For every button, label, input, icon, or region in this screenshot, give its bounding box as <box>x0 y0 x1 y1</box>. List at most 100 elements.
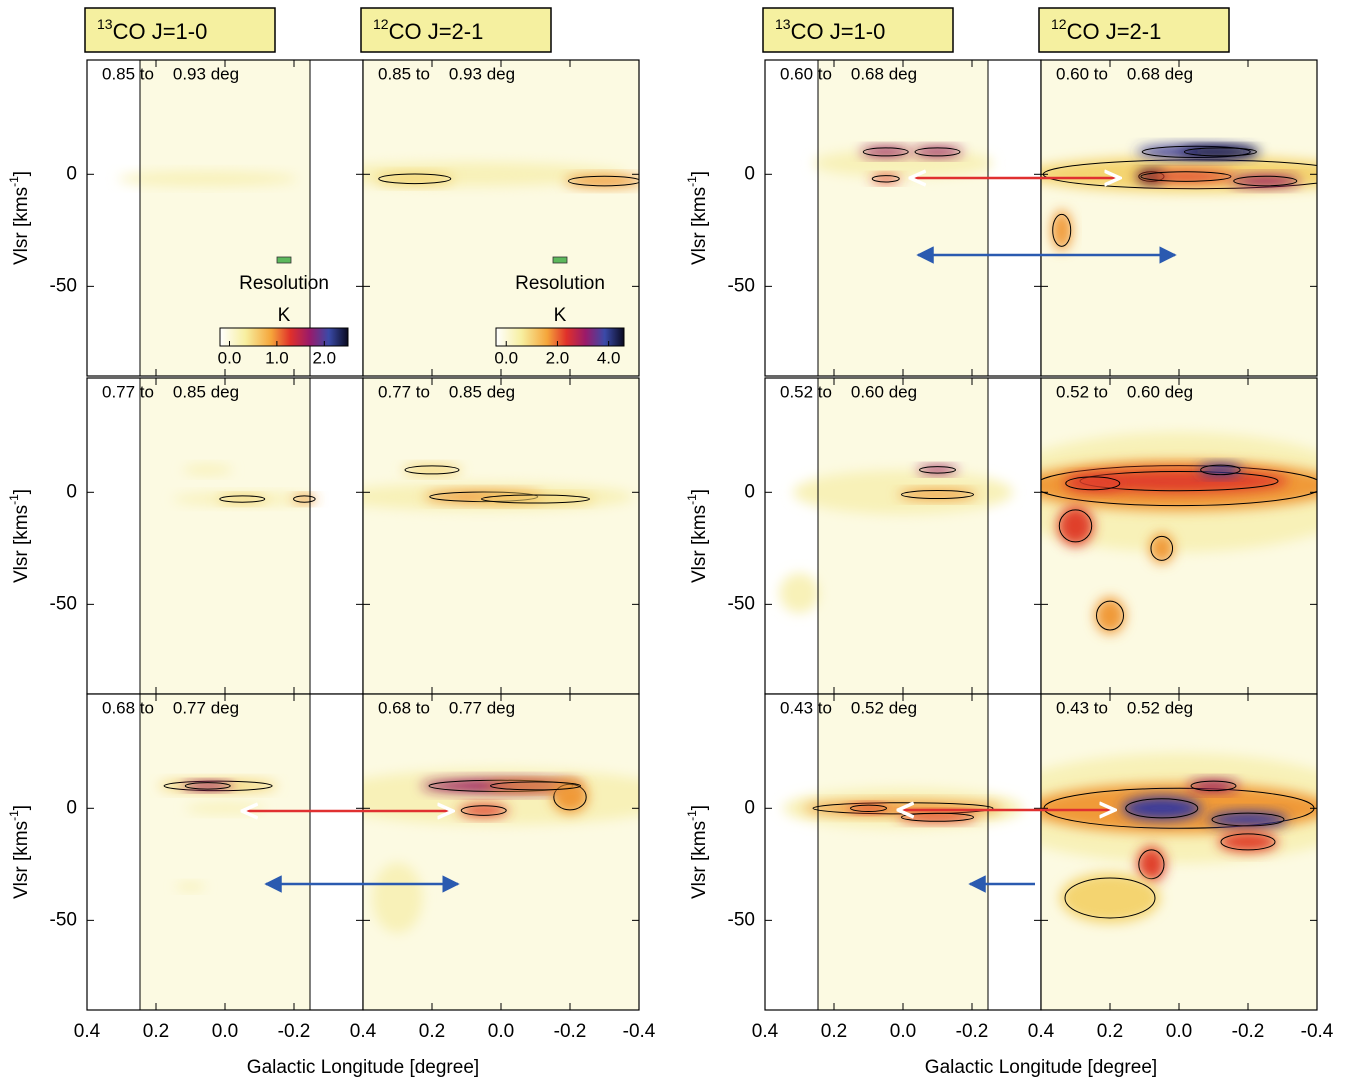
y-axis-label: Vlsr [kms-1] <box>7 489 32 583</box>
y-tick-label: 0 <box>744 163 755 184</box>
contour <box>1041 465 1317 507</box>
emission <box>783 694 1023 1010</box>
emission-blob <box>117 171 298 186</box>
y-label-sup: -1 <box>685 494 699 505</box>
emission-blob <box>217 495 268 504</box>
y-label-sup: -1 <box>7 176 21 187</box>
coverage <box>140 694 310 1010</box>
x-tick-label: -0.4 <box>1301 1021 1334 1042</box>
emission <box>779 378 1013 694</box>
contour <box>404 465 460 475</box>
y-label-sup: -1 <box>685 176 699 187</box>
x-axis-label: Galactic Longitude [degree] <box>925 1057 1157 1078</box>
emission-blob <box>1218 831 1278 852</box>
emission-blob <box>897 489 978 500</box>
coverage <box>140 378 310 694</box>
emission <box>363 162 639 188</box>
x-tick-label: -0.2 <box>554 1021 587 1042</box>
x-tick-label: 0.2 <box>1097 1021 1123 1042</box>
contour <box>1138 849 1165 880</box>
contour <box>1183 147 1257 157</box>
y-label-end: ] <box>11 489 32 494</box>
contour <box>1190 780 1237 792</box>
contour <box>219 495 266 503</box>
y-axis-label: Vlsr [kms-1] <box>685 489 710 583</box>
y-label-text: Vlsr [kms <box>11 187 32 265</box>
colorbar-title: K <box>278 305 291 326</box>
header-box <box>360 7 552 53</box>
x-tick-label: 0.2 <box>821 1021 847 1042</box>
emission <box>1041 753 1317 923</box>
y-label-sup: -1 <box>685 810 699 821</box>
y-label-text: Vlsr [kms <box>689 505 710 583</box>
y-tick-label: -50 <box>728 275 755 296</box>
emission-blob <box>1208 811 1288 828</box>
contour <box>568 175 639 187</box>
y-label-sup: -1 <box>7 810 21 821</box>
y-tick-label: -50 <box>50 909 77 930</box>
x-tick-label: 0.0 <box>212 1021 238 1042</box>
contour <box>1065 476 1121 491</box>
longitude-range: 0.68 to 0.77 deg <box>102 698 239 717</box>
y-label-end: ] <box>689 805 710 810</box>
emission <box>363 464 634 511</box>
emission-blob <box>1095 597 1125 634</box>
header-iso: 12 <box>1051 16 1067 32</box>
contour <box>914 147 961 157</box>
y-tick-label: 0 <box>744 797 755 818</box>
emission-blob <box>1062 475 1123 492</box>
y-label-text: Vlsr [kms <box>11 821 32 899</box>
y-tick-label: 0 <box>66 481 77 502</box>
y-label-end: ] <box>11 171 32 176</box>
header: 13CO J=1-0 <box>97 16 207 44</box>
emission-blob <box>1135 170 1236 183</box>
x-tick-label: -0.2 <box>278 1021 311 1042</box>
emission-blob <box>1149 533 1174 564</box>
y-tick-label: -50 <box>728 909 755 930</box>
y-label-text: Vlsr [kms <box>11 505 32 583</box>
contour <box>1233 175 1298 187</box>
contour <box>871 175 900 183</box>
longitude-range: 0.52 to 0.60 deg <box>1056 382 1193 401</box>
y-axis-label: Vlsr [kms-1] <box>7 171 32 265</box>
y-tick-label: 0 <box>744 481 755 502</box>
panel-bg <box>1041 60 1317 376</box>
header-rest: CO J=2-1 <box>1067 19 1162 44</box>
colorbar-tick-label: 1.0 <box>265 348 289 367</box>
contour <box>1220 833 1276 851</box>
colorbar-tick-label: 0.0 <box>218 348 242 367</box>
panel-bg <box>363 694 639 1010</box>
longitude-range: 0.43 to 0.52 deg <box>780 698 917 717</box>
x-tick-label: 0.4 <box>350 1021 377 1042</box>
header-iso: 13 <box>97 16 113 32</box>
contour <box>1140 171 1232 182</box>
contour <box>1064 877 1156 919</box>
longitude-range: 0.60 to 0.68 deg <box>1056 64 1193 83</box>
contour <box>1058 509 1093 543</box>
header: 12CO J=2-1 <box>1051 16 1161 44</box>
contour <box>850 804 887 812</box>
contour <box>901 490 974 500</box>
longitude-range: 0.68 to 0.77 deg <box>378 698 515 717</box>
colorbar <box>495 327 625 347</box>
resolution-label: Resolution <box>515 273 605 294</box>
contour <box>1211 812 1285 827</box>
header-box <box>762 7 954 53</box>
x-tick-label: 0.0 <box>1166 1021 1192 1042</box>
y-axis-label: Vlsr [kms-1] <box>7 805 32 899</box>
y-tick-label: 0 <box>66 797 77 818</box>
header: 12CO J=2-1 <box>373 16 483 44</box>
y-axis-label: Vlsr [kms-1] <box>685 805 710 899</box>
contour <box>862 147 909 157</box>
emission <box>140 378 317 694</box>
emission-blob <box>1051 210 1072 251</box>
emission-blob <box>402 464 462 475</box>
emission <box>813 60 993 376</box>
colorbar-tick-label: 2.0 <box>546 348 570 367</box>
colorbar-tick-label: 0.0 <box>494 348 518 367</box>
colorbar-tick-label: 4.0 <box>597 348 621 367</box>
contour <box>184 782 231 790</box>
emission-blob <box>363 769 639 826</box>
emission-blob <box>182 781 233 790</box>
